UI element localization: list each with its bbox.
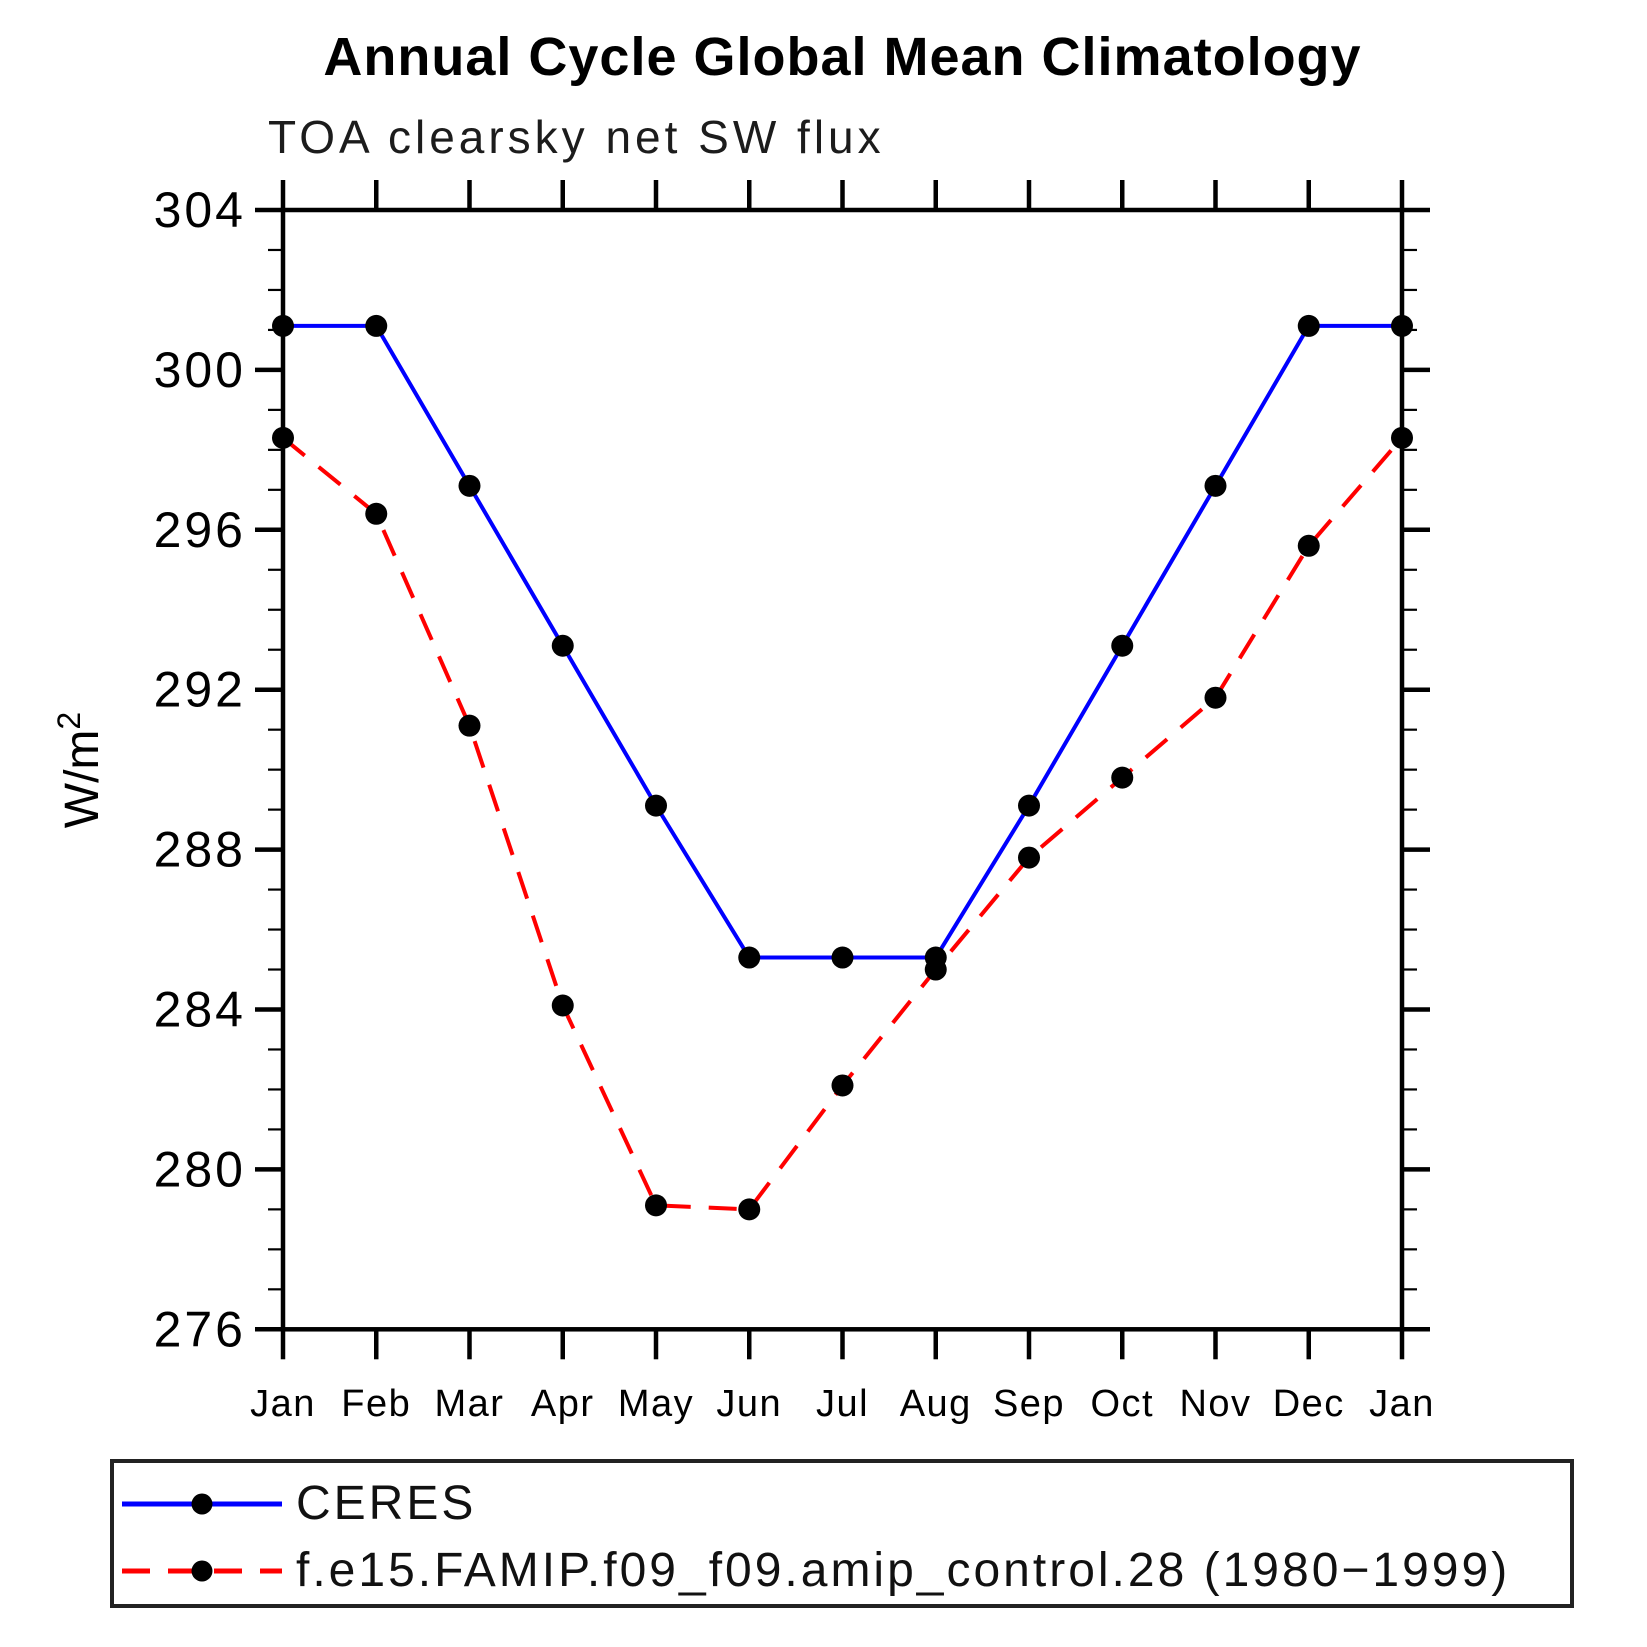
series-1-point <box>738 1198 761 1221</box>
chart-subtitle: TOA clearsky net SW flux <box>268 111 885 163</box>
series-0-point <box>551 634 574 657</box>
legend-line-sample-model <box>122 1560 282 1582</box>
plot-area: 276 280 284 288 292 296 300 304 Jan Feb Mar Apr May J… <box>51 180 1435 1425</box>
y-tick-label: 304 <box>154 182 246 238</box>
x-tick-label: Jun <box>716 1383 782 1425</box>
y-tick-label: 292 <box>154 662 246 718</box>
y-tick-label: 284 <box>154 982 246 1038</box>
series-1-point <box>458 714 481 737</box>
plot-frame <box>280 207 1405 1332</box>
y-tick-label: 280 <box>154 1141 246 1197</box>
legend-item-ceres: CERES <box>122 1477 477 1530</box>
series-1-point <box>1391 426 1413 449</box>
x-tick-label: Mar <box>435 1383 505 1425</box>
series-1-point <box>1297 534 1320 557</box>
series-0-point <box>458 474 481 497</box>
series-0-point <box>1297 314 1320 337</box>
x-tick-label: Dec <box>1273 1383 1345 1425</box>
series-1-point <box>1111 766 1134 789</box>
chart-title: Annual Cycle Global Mean Climatology <box>323 27 1362 87</box>
legend-sample-marker <box>191 1560 213 1582</box>
y-tick-label: 296 <box>154 502 246 558</box>
series-0-point <box>1111 634 1134 657</box>
series-1-point <box>645 1194 667 1217</box>
series-1-point <box>924 958 947 981</box>
x-tick-label: Aug <box>900 1383 972 1425</box>
x-tick-label: Oct <box>1090 1383 1154 1425</box>
series-0-point <box>365 314 388 337</box>
legend-sample-marker <box>191 1493 213 1515</box>
series-0-point <box>1391 314 1413 337</box>
series-1-point <box>831 1074 854 1097</box>
series-1-point <box>365 502 388 525</box>
series-1-point <box>551 994 574 1017</box>
series-0-point <box>1018 794 1040 817</box>
x-tick-label: Nov <box>1179 1383 1251 1425</box>
x-tick-label: Sep <box>993 1383 1065 1425</box>
series-0-point <box>831 946 854 969</box>
legend-box: CERES f.e15.FAMIP.f09_f09.amip_control.2… <box>110 1459 1574 1608</box>
x-tick-label: May <box>618 1383 694 1425</box>
series-0-line <box>283 323 1402 960</box>
legend-label-model: f.e15.FAMIP.f09_f09.amip_control.28 (198… <box>296 1544 1511 1597</box>
x-tick-label: Jan <box>1369 1383 1435 1425</box>
series-1-point <box>1018 846 1040 869</box>
legend-item-model: f.e15.FAMIP.f09_f09.amip_control.28 (198… <box>122 1544 1511 1597</box>
legend-label-ceres: CERES <box>296 1477 477 1530</box>
x-tick-label: Feb <box>341 1383 411 1425</box>
series-0-point <box>645 794 667 817</box>
series-1-point <box>272 426 294 449</box>
y-axis-title: W/m2 <box>51 712 109 828</box>
series-0-point <box>738 946 761 969</box>
series-0-point <box>272 314 294 337</box>
x-tick-label: Jul <box>816 1383 869 1425</box>
y-tick-label: 300 <box>154 342 246 398</box>
series-0-point <box>1204 474 1227 497</box>
x-tick-label: Jan <box>250 1383 316 1425</box>
y-tick-label: 276 <box>154 1301 246 1357</box>
y-tick-label: 288 <box>154 822 246 878</box>
legend-line-sample-ceres <box>122 1493 282 1515</box>
series-1-point <box>1204 686 1227 709</box>
x-tick-label: Apr <box>531 1383 595 1425</box>
